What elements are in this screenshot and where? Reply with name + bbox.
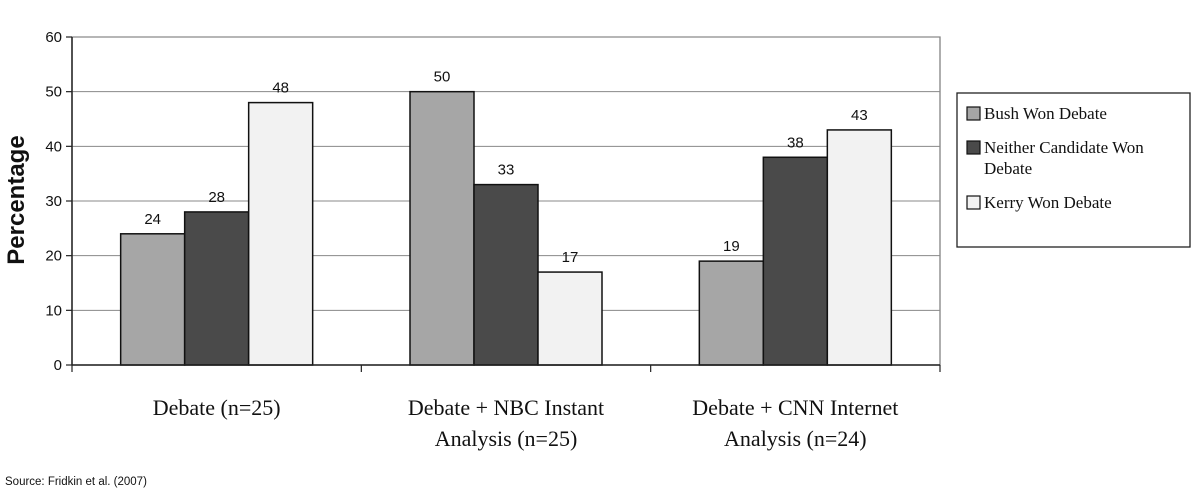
bar xyxy=(119,233,186,366)
legend-label: Bush Won Debate xyxy=(984,104,1107,123)
bar-value-label: 33 xyxy=(498,162,515,179)
bar-value-label: 43 xyxy=(851,107,868,124)
legend-label: Debate xyxy=(984,159,1032,178)
bar-value-label: 28 xyxy=(208,189,225,206)
y-tick-label: 20 xyxy=(45,248,62,265)
legend-swatch xyxy=(966,140,981,155)
bar-value-label: 17 xyxy=(562,249,579,266)
legend-swatch xyxy=(966,106,981,121)
y-tick-label: 30 xyxy=(45,193,62,210)
bar-value-label: 19 xyxy=(723,238,740,255)
bar-value-label: 50 xyxy=(434,69,451,86)
labels: 0 10 20 30 40 50 60 24 28 48 Debate (n=25) 50 33 17 De… xyxy=(45,29,898,451)
axes xyxy=(66,36,941,372)
legend-swatch xyxy=(966,195,981,210)
y-tick-label: 50 xyxy=(45,84,62,101)
legend-label: Kerry Won Debate xyxy=(984,193,1112,212)
legend-label: Neither Candidate Won xyxy=(984,138,1144,157)
bar xyxy=(762,156,829,366)
bar xyxy=(698,260,765,366)
category-label: Debate + CNN Internet xyxy=(692,395,898,420)
category-label: Analysis (n=24) xyxy=(724,426,867,451)
bar xyxy=(473,183,539,366)
bar-value-label: 24 xyxy=(144,211,161,228)
bar xyxy=(409,90,475,366)
y-axis-title: Percentage xyxy=(3,135,30,264)
bars xyxy=(119,90,893,366)
bar xyxy=(247,101,314,366)
bar xyxy=(826,129,893,366)
category-label: Analysis (n=25) xyxy=(435,426,578,451)
legend-box xyxy=(956,92,1191,248)
legend: Bush Won Debate Neither Candidate Won Deba… xyxy=(956,92,1191,248)
y-tick-label: 0 xyxy=(54,357,62,374)
bar-value-label: 48 xyxy=(272,80,289,97)
bar xyxy=(183,211,250,366)
bar-value-label: 38 xyxy=(787,134,804,151)
y-tick-label: 10 xyxy=(45,302,62,319)
y-tick-label: 40 xyxy=(45,138,62,155)
category-label: Debate + NBC Instant xyxy=(408,395,604,420)
category-label: Debate (n=25) xyxy=(153,395,281,420)
y-tick-label: 60 xyxy=(45,29,62,46)
bar xyxy=(537,271,603,366)
source-note: Source: Fridkin et al. (2007) xyxy=(5,476,147,488)
